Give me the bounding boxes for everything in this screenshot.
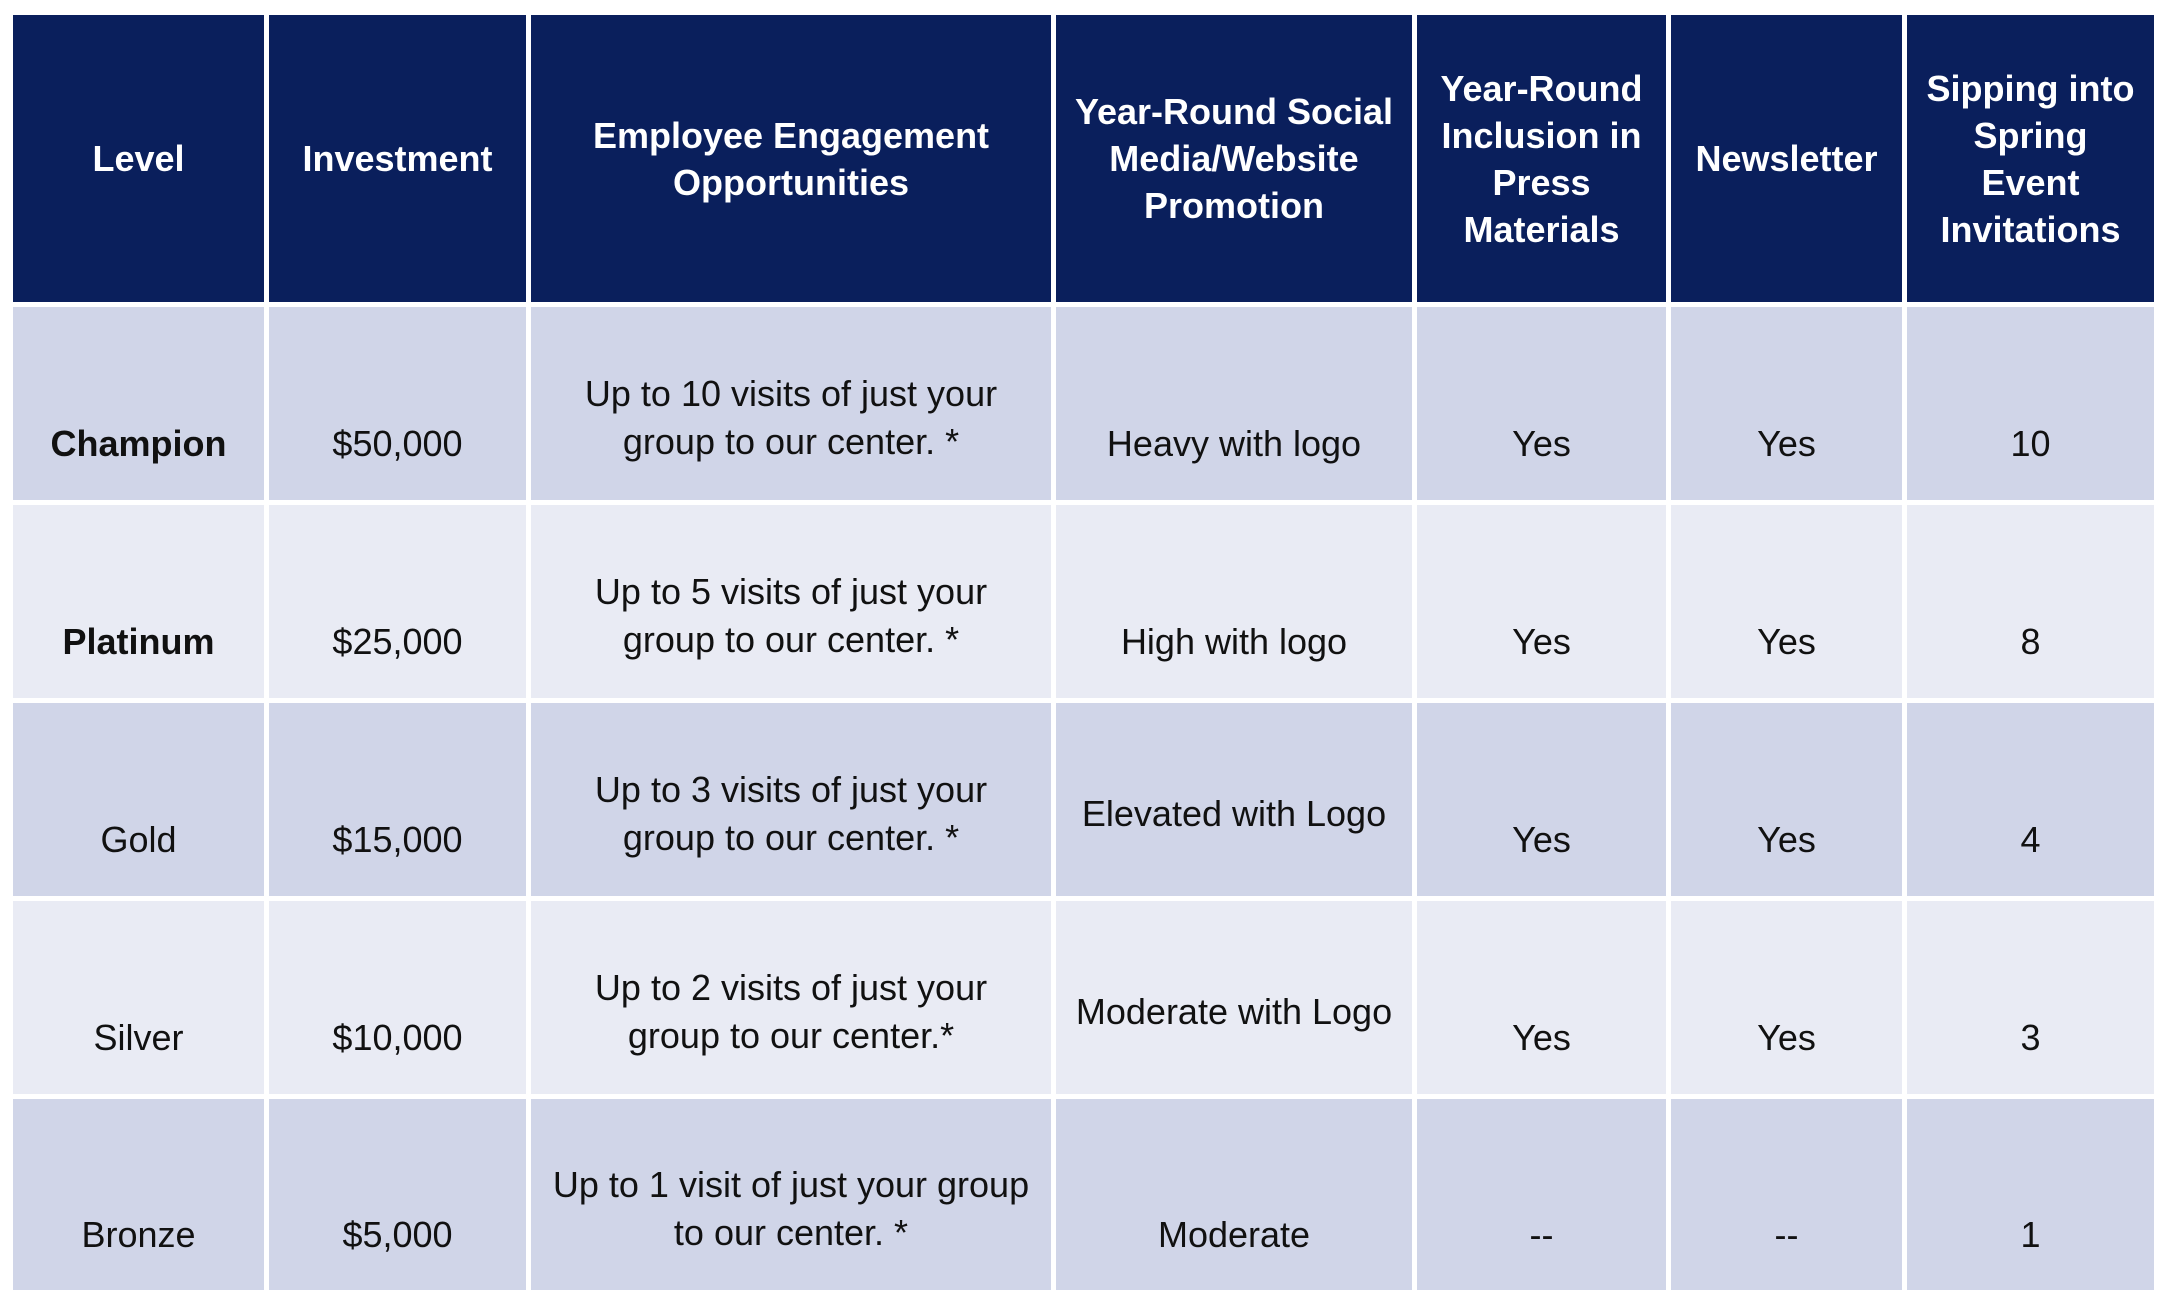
header-engagement: Employee Engagement Opportunities — [526, 10, 1056, 307]
level-cell: Gold — [8, 698, 269, 901]
engagement-cell: Up to 5 visits of just your group to our… — [526, 500, 1056, 703]
header-promotion: Year-Round Social Media/Website Promotio… — [1051, 10, 1417, 307]
header-press: Year-Round Inclusion in Press Materials — [1412, 10, 1671, 307]
header-newsletter: Newsletter — [1666, 10, 1907, 307]
engagement-cell: Up to 1 visit of just your group to our … — [526, 1094, 1056, 1295]
press-cell: Yes — [1412, 896, 1671, 1099]
newsletter-cell: Yes — [1666, 896, 1907, 1099]
investment-cell: $15,000 — [264, 698, 531, 901]
press-cell: Yes — [1412, 500, 1671, 703]
invitations-cell: 8 — [1902, 500, 2159, 703]
level-cell: Champion — [8, 302, 269, 505]
invitations-cell: 1 — [1902, 1094, 2159, 1295]
engagement-cell: Up to 3 visits of just your group to our… — [526, 698, 1056, 901]
investment-cell: $50,000 — [264, 302, 531, 505]
table-row-bronze: Bronze $5,000 Up to 1 visit of just your… — [8, 1094, 2159, 1295]
investment-cell: $5,000 — [264, 1094, 531, 1295]
engagement-cell: Up to 2 visits of just your group to our… — [526, 896, 1056, 1099]
header-investment: Investment — [264, 10, 531, 307]
table-row-silver: Silver $10,000 Up to 2 visits of just yo… — [8, 896, 2159, 1099]
newsletter-cell: Yes — [1666, 500, 1907, 703]
newsletter-cell: -- — [1666, 1094, 1907, 1295]
promotion-cell: High with logo — [1051, 500, 1417, 703]
investment-cell: $25,000 — [264, 500, 531, 703]
promotion-cell: Moderate — [1051, 1094, 1417, 1295]
press-cell: Yes — [1412, 698, 1671, 901]
table-row-gold: Gold $15,000 Up to 3 visits of just your… — [8, 698, 2159, 901]
invitations-cell: 3 — [1902, 896, 2159, 1099]
newsletter-cell: Yes — [1666, 302, 1907, 505]
table-row-platinum: Platinum $25,000 Up to 5 visits of just … — [8, 500, 2159, 703]
invitations-cell: 10 — [1902, 302, 2159, 505]
press-cell: Yes — [1412, 302, 1671, 505]
press-cell: -- — [1412, 1094, 1671, 1295]
level-cell: Bronze — [8, 1094, 269, 1295]
table-row-champion: Champion $50,000 Up to 10 visits of just… — [8, 302, 2159, 505]
newsletter-cell: Yes — [1666, 698, 1907, 901]
level-cell: Silver — [8, 896, 269, 1099]
investment-cell: $10,000 — [264, 896, 531, 1099]
promotion-cell: Heavy with logo — [1051, 302, 1417, 505]
table-header-row: Level Investment Employee Engagement Opp… — [8, 10, 2159, 307]
header-invitations: Sipping into Spring Event Invitations — [1902, 10, 2159, 307]
header-level: Level — [8, 10, 269, 307]
level-cell: Platinum — [8, 500, 269, 703]
invitations-cell: 4 — [1902, 698, 2159, 901]
promotion-cell: Elevated with Logo — [1051, 698, 1417, 901]
engagement-cell: Up to 10 visits of just your group to ou… — [526, 302, 1056, 505]
promotion-cell: Moderate with Logo — [1051, 896, 1417, 1099]
sponsorship-levels-table: Level Investment Employee Engagement Opp… — [8, 10, 2159, 1295]
